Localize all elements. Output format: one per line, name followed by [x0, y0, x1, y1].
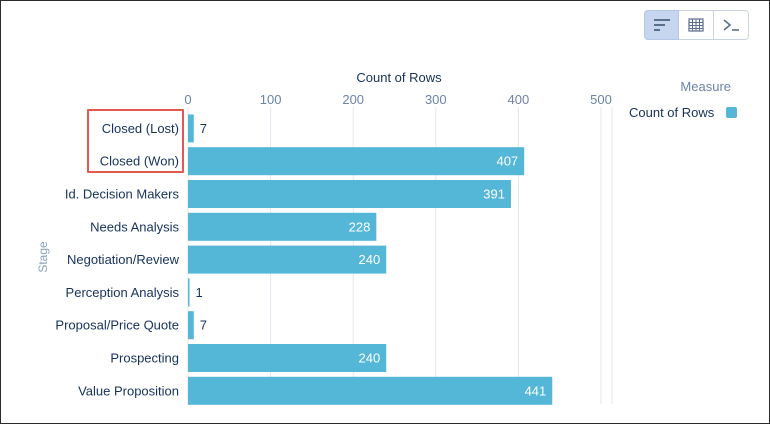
legend: Measure Count of Rows	[621, 79, 761, 120]
chart-view-button[interactable]	[644, 10, 679, 40]
y-tick-label: Closed (Won)	[100, 154, 179, 169]
highlight-box	[87, 109, 184, 173]
data-label: 1	[196, 285, 203, 300]
y-tick-label: Perception Analysis	[66, 285, 180, 300]
y-tick-label: Proposal/Price Quote	[55, 318, 179, 333]
x-tick-label: 300	[425, 92, 447, 107]
legend-label: Count of Rows	[629, 105, 715, 120]
x-tick-label: 400	[508, 92, 530, 107]
data-label: 407	[496, 154, 518, 169]
bar[interactable]	[188, 311, 194, 340]
y-axis-title: Stage	[36, 241, 50, 273]
bar[interactable]	[188, 147, 525, 176]
y-tick-label: Closed (Lost)	[102, 121, 179, 136]
x-axis-ticks: 0 100 200 300 400 500	[184, 92, 611, 107]
y-axis-labels: Closed (Lost) Closed (Won) Id. Decision Ma…	[55, 121, 179, 398]
bar[interactable]	[188, 376, 553, 405]
bar[interactable]	[188, 278, 190, 307]
data-label: 240	[359, 351, 381, 366]
bar[interactable]	[188, 180, 511, 208]
legend-swatch	[726, 107, 738, 118]
data-label: 7	[200, 121, 207, 136]
chart-view-toolbar	[644, 10, 749, 42]
bar-chart: Count of Rows Stage 0 100 200 300 400 500 7 40…	[36, 70, 613, 405]
y-tick-label: Id. Decision Makers	[65, 187, 180, 202]
bar[interactable]	[188, 114, 194, 143]
x-tick-label: 200	[342, 92, 364, 107]
y-tick-label: Needs Analysis	[90, 219, 179, 234]
data-label: 391	[483, 187, 505, 202]
legend-item[interactable]: Count of Rows	[621, 105, 761, 120]
data-label: 228	[349, 219, 371, 234]
table-grid-icon	[688, 18, 704, 32]
data-label: 441	[525, 383, 547, 398]
terminal-icon	[723, 19, 739, 31]
y-tick-label: Value Proposition	[78, 383, 179, 398]
legend-title: Measure	[680, 79, 731, 94]
query-editor-button[interactable]	[714, 10, 749, 40]
data-label: 240	[359, 252, 381, 267]
data-label: 7	[200, 318, 207, 333]
bar[interactable]	[188, 212, 377, 241]
bar[interactable]	[188, 245, 387, 274]
bar[interactable]	[188, 344, 387, 372]
x-tick-label: 100	[260, 92, 282, 107]
x-tick-label: 0	[184, 92, 191, 107]
x-axis-title: Count of Rows	[356, 70, 442, 85]
bar-chart-icon	[653, 19, 670, 31]
table-view-button[interactable]	[679, 10, 714, 40]
y-tick-label: Negotiation/Review	[67, 252, 180, 267]
x-tick-label: 500	[590, 92, 612, 107]
y-tick-label: Prospecting	[110, 351, 179, 366]
bars: 7 407 391 228 240 1 7 240 441	[188, 114, 553, 405]
